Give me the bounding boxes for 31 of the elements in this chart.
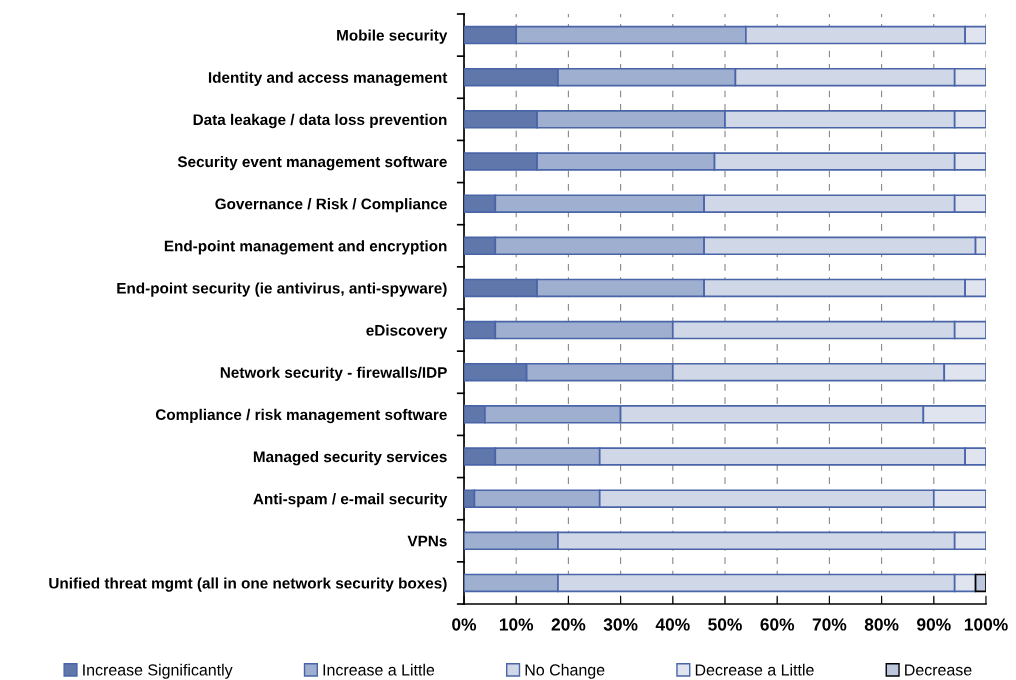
x-tick-label: 40% — [655, 618, 690, 631]
y-tick-label: Identity and access management — [208, 71, 448, 86]
y-tick-label: Network security - firewalls/IDP — [220, 366, 447, 381]
y-tick-label: Mobile security — [337, 29, 448, 44]
y-tick-label: Anti-spam / e-mail security — [253, 493, 448, 508]
legend-label: Increase Significantly — [83, 663, 233, 679]
bar — [974, 573, 986, 593]
y-tick-label: End-point security (ie antivirus, anti-spyware) — [117, 282, 447, 297]
y-tick-label: Security event management software — [177, 155, 447, 171]
x-tick-label: 10% — [499, 618, 534, 631]
x-tick-label: 0% — [452, 618, 477, 631]
x-tick-label: 60% — [760, 618, 795, 631]
legend-label: Decrease a Little — [695, 663, 814, 676]
x-tick-label: 80% — [864, 618, 899, 631]
x-tick-label: 90% — [917, 618, 951, 631]
x-tick-label: 30% — [603, 618, 638, 631]
y-tick-label: Compliance / risk management software — [155, 408, 447, 424]
x-tick-label: 50% — [708, 618, 742, 631]
y-tick-label: Governance / Risk / Compliance — [215, 198, 447, 213]
legend-label: Increase a Little — [323, 663, 435, 676]
legend-label: No Change — [525, 663, 605, 679]
y-tick-label: VPNs — [407, 535, 447, 547]
y-tick-label: Data leakage / data loss prevention — [193, 113, 447, 129]
y-tick-label: End-point management and encryption — [164, 240, 447, 255]
y-tick-label: eDiscovery — [366, 324, 448, 339]
y-tick-label: Unified threat mgmt (all in one network security boxes) — [49, 577, 447, 592]
x-tick-label: 20% — [551, 618, 586, 631]
x-tick-label: 70% — [812, 618, 847, 631]
x-tick-label: 100% — [964, 618, 1008, 631]
legend-label: Decrease — [905, 664, 972, 676]
y-tick-label: Managed security services — [253, 450, 447, 466]
